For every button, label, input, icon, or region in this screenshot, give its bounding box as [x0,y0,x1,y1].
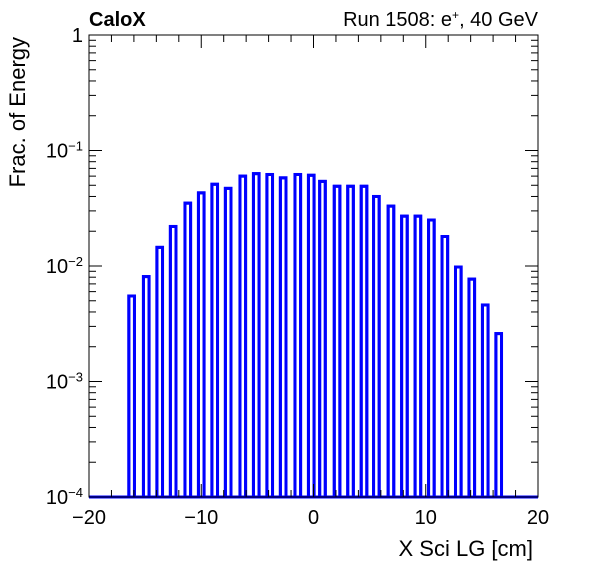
header-left-label: CaloX [89,9,146,31]
header-positron-sup: + [452,8,459,22]
header-energy-text: , 40 GeV [459,9,539,31]
y-axis-label: Frac. of Energy [5,37,30,187]
x-tick-label: 10 [415,507,437,529]
y-tick-label: 10−1 [46,138,83,163]
plot-area: −20 −10 0 10 20 10−4 10−3 10−2 10−1 1 [46,25,549,529]
header-run-text: Run 1508: e [343,9,452,31]
header-right-label: Run 1508: e+, 40 GeV [343,8,539,31]
y-tick-label: 10−3 [46,369,83,394]
x-tick-label: −20 [72,507,106,529]
y-tick-label: 10−4 [46,485,83,510]
y-tick-label: 10−2 [46,254,83,279]
x-tick-label: 0 [308,507,319,529]
x-axis-label: X Sci LG [cm] [399,536,533,561]
y-tick-label: 1 [72,25,83,47]
x-tick-label: −10 [184,507,218,529]
x-tick-label: 20 [527,507,549,529]
